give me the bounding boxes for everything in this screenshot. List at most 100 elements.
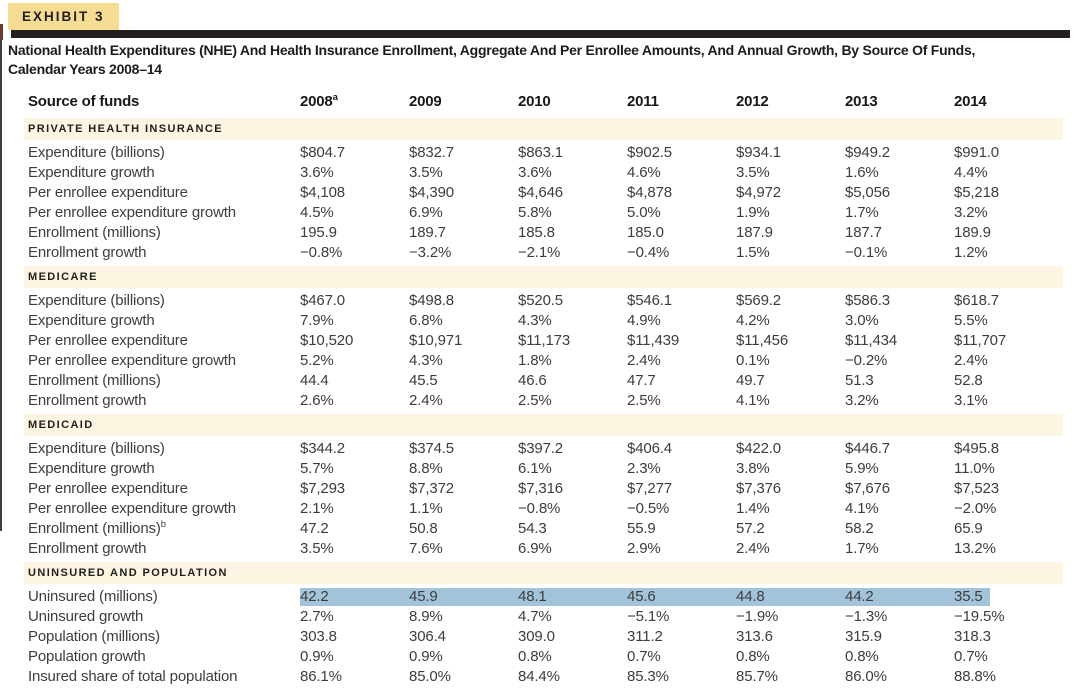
value-cell: 47.2	[300, 520, 329, 537]
value-cell: 185.0	[627, 224, 664, 241]
row-label: Population (millions)	[24, 627, 300, 647]
year-label: 2011	[627, 93, 659, 110]
value-cell: 50.8	[409, 520, 438, 537]
table-row: Per enrollee expenditure $4,108 $4,390 $4,6…	[24, 183, 1063, 203]
column-header-year: 2010	[518, 89, 627, 115]
table-row: Per enrollee expenditure $7,293 $7,372 $7,3…	[24, 479, 1063, 499]
value-cell: 4.3%	[518, 312, 552, 329]
year-label: 2009	[409, 93, 442, 110]
row-label: Enrollment (millions)	[24, 371, 300, 391]
column-header-year: 2011	[627, 89, 736, 115]
value-cell: 2.5%	[627, 392, 661, 409]
row-label-text: Enrollment growth	[28, 244, 147, 261]
value-cell: −0.8%	[300, 244, 343, 261]
row-label: Enrollment (millions)b	[24, 519, 300, 539]
row-label-text: Enrollment growth	[28, 392, 147, 409]
value-cell: $546.1	[627, 292, 672, 309]
row-label: Per enrollee expenditure growth	[24, 499, 300, 519]
table-row: Enrollment growth −0.8% −3.2% −2.1% −0.4% 1.5…	[24, 243, 1063, 263]
value-cell: $863.1	[518, 144, 563, 161]
column-header-year: 2014	[954, 89, 1063, 115]
row-label: Per enrollee expenditure growth	[24, 203, 300, 223]
row-label: Per enrollee expenditure	[24, 183, 300, 203]
value-cell: 4.1%	[736, 392, 770, 409]
value-cell: $618.7	[954, 292, 999, 309]
value-cell: 1.4%	[736, 500, 770, 517]
row-label-text: Enrollment (millions)	[28, 372, 161, 389]
table-row: Population (millions) 303.8 306.4 309.0 311.…	[24, 627, 1063, 647]
value-cell: 86.0%	[845, 668, 887, 685]
value-cell: $4,390	[409, 184, 454, 201]
value-cell: $832.7	[409, 144, 454, 161]
row-label: Population growth	[24, 647, 300, 667]
value-cell: $11,456	[736, 332, 789, 349]
table-row: Uninsured growth 2.7% 8.9% 4.7% −5.1% −1.9% −1…	[24, 607, 1063, 627]
value-cell: 57.2	[736, 520, 765, 537]
row-label-text: Expenditure growth	[28, 312, 155, 329]
value-cell: $11,434	[845, 332, 898, 349]
value-cell: 44.4	[300, 372, 329, 389]
value-cell: −0.5%	[627, 500, 670, 517]
row-label: Insured share of total population	[24, 667, 300, 687]
value-cell: $344.2	[300, 440, 345, 457]
value-cell: 6.9%	[409, 204, 443, 221]
value-cell: 0.8%	[736, 648, 770, 665]
table-row: Uninsured (millions) 42.2 45.9 48.1 45.6 44.8…	[24, 587, 1063, 607]
value-cell: 3.2%	[954, 204, 988, 221]
value-cell: $406.4	[627, 440, 672, 457]
value-cell: 2.1%	[300, 500, 334, 517]
row-label: Per enrollee expenditure	[24, 479, 300, 499]
value-cell: 4.7%	[518, 608, 552, 625]
row-label-text: Expenditure (billions)	[28, 144, 165, 161]
value-cell: $520.5	[518, 292, 563, 309]
table-header-row: Source of funds 2008a 2009 2010 2011 2012 201…	[24, 89, 1063, 115]
value-cell: 3.5%	[409, 164, 443, 181]
value-cell: $5,056	[845, 184, 890, 201]
table-row: Expenditure growth 5.7% 8.8% 6.1% 2.3% 3.8% 5.…	[24, 459, 1063, 479]
value-cell: 0.7%	[954, 648, 988, 665]
value-cell: $374.5	[409, 440, 454, 457]
value-cell: $446.7	[845, 440, 890, 457]
value-cell: 45.5	[409, 372, 438, 389]
value-cell: 42.2	[300, 588, 329, 605]
value-cell: $7,316	[518, 480, 563, 497]
value-cell: 0.1%	[736, 352, 770, 369]
value-cell: 6.8%	[409, 312, 443, 329]
value-cell: $498.8	[409, 292, 454, 309]
table-body: PRIVATE HEALTH INSURANCE Expenditure (bil…	[24, 118, 1063, 687]
year-label: 2012	[736, 93, 769, 110]
value-cell: $4,972	[736, 184, 781, 201]
value-cell: $10,520	[300, 332, 354, 349]
value-cell: 35.5	[954, 588, 983, 605]
value-cell: $4,878	[627, 184, 672, 201]
row-label: Uninsured (millions)	[24, 587, 300, 607]
row-label: Expenditure (billions)	[24, 291, 300, 311]
year-label: 2010	[518, 93, 551, 110]
value-cell: 0.9%	[409, 648, 443, 665]
year-superscript: a	[332, 92, 338, 103]
value-cell: 4.6%	[627, 164, 661, 181]
value-cell: 44.8	[736, 588, 765, 605]
row-label: Enrollment growth	[24, 539, 300, 559]
row-label-text: Insured share of total population	[28, 668, 238, 685]
value-cell: 313.6	[736, 628, 773, 645]
value-cell: 84.4%	[518, 668, 560, 685]
value-cell: 2.4%	[736, 540, 770, 557]
value-cell: 11.0%	[954, 460, 995, 477]
row-label-text: Expenditure growth	[28, 460, 155, 477]
table-row: Expenditure (billions) $467.0 $498.8 $520.5…	[24, 291, 1063, 311]
row-label: Per enrollee expenditure growth	[24, 351, 300, 371]
value-cell: 49.7	[736, 372, 765, 389]
table-row: Expenditure growth 3.6% 3.5% 3.6% 4.6% 3.5% 1.…	[24, 163, 1063, 183]
value-cell: $991.0	[954, 144, 999, 161]
value-cell: $495.8	[954, 440, 999, 457]
value-cell: 306.4	[409, 628, 446, 645]
value-cell: 4.2%	[736, 312, 770, 329]
exhibit-title-line1: National Health Expenditures (NHE) And H…	[8, 42, 976, 58]
value-cell: 3.0%	[845, 312, 879, 329]
value-cell: 5.2%	[300, 352, 334, 369]
value-cell: 5.9%	[845, 460, 879, 477]
row-label-superscript: b	[160, 519, 167, 530]
value-cell: 7.9%	[300, 312, 334, 329]
